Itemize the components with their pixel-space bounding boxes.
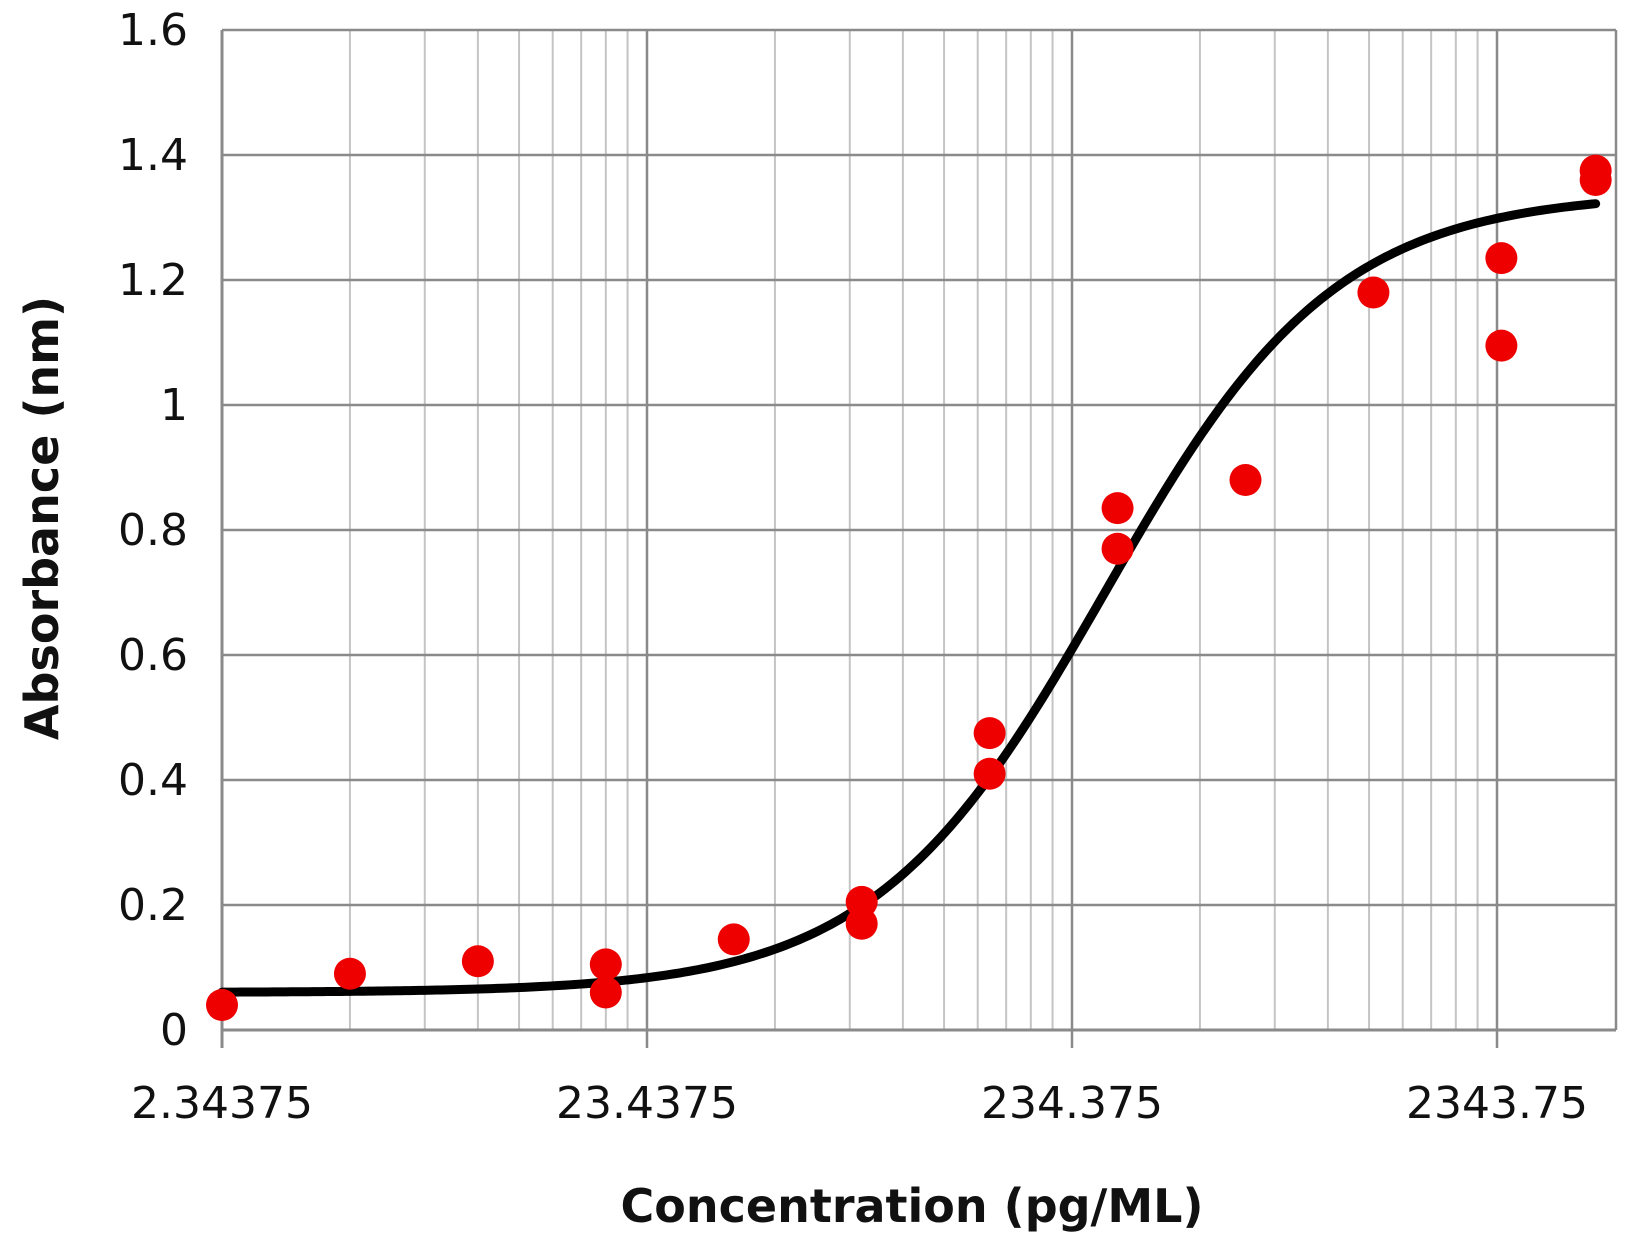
y-tick-label: 1.6 — [118, 5, 188, 56]
fit-curve — [217, 199, 1601, 997]
y-tick-label: 0.2 — [118, 880, 188, 931]
data-point — [717, 923, 750, 956]
data-point — [1485, 242, 1518, 275]
data-point — [1229, 464, 1262, 496]
x-tick-label: 23.4375 — [556, 1078, 738, 1129]
data-point — [1485, 329, 1518, 362]
data-point — [1579, 164, 1612, 196]
data-points — [206, 154, 1612, 1021]
y-axis-title: Absorbance (nm) — [15, 296, 69, 740]
y-tick-label: 0.8 — [118, 505, 188, 556]
data-point — [461, 945, 494, 978]
data-point — [1101, 532, 1134, 565]
major-gridlines — [220, 28, 1616, 1032]
x-axis-title: Concentration (pg/ML) — [621, 1179, 1204, 1233]
y-axis-tick-labels: 0 0.2 0.4 0.6 0.8 1 1.2 1.4 1.6 — [118, 5, 188, 1056]
data-point — [1357, 276, 1390, 309]
fit-curve-line — [217, 199, 1601, 997]
y-tick-label: 0 — [160, 1005, 188, 1056]
y-tick-label: 1 — [160, 380, 188, 431]
data-point — [333, 957, 366, 990]
x-axis-tick-labels: 2.34375 23.4375 234.375 2343.75 — [131, 1030, 1588, 1129]
plot-frame — [220, 30, 1618, 1048]
x-tick-label: 2.34375 — [131, 1078, 313, 1129]
y-tick-label: 1.2 — [118, 255, 188, 306]
data-point — [589, 948, 622, 981]
x-tick-label: 234.375 — [981, 1078, 1163, 1129]
data-point — [845, 907, 878, 940]
data-point — [973, 717, 1006, 750]
y-tick-label: 0.6 — [118, 630, 188, 681]
data-point — [589, 976, 622, 1009]
data-point — [973, 757, 1006, 790]
y-tick-label: 0.4 — [118, 755, 188, 806]
data-point — [1101, 492, 1134, 525]
data-point — [845, 885, 878, 918]
data-point — [206, 989, 238, 1021]
y-tick-label: 1.4 — [118, 130, 188, 181]
x-tick-label: 2343.75 — [1406, 1078, 1588, 1129]
